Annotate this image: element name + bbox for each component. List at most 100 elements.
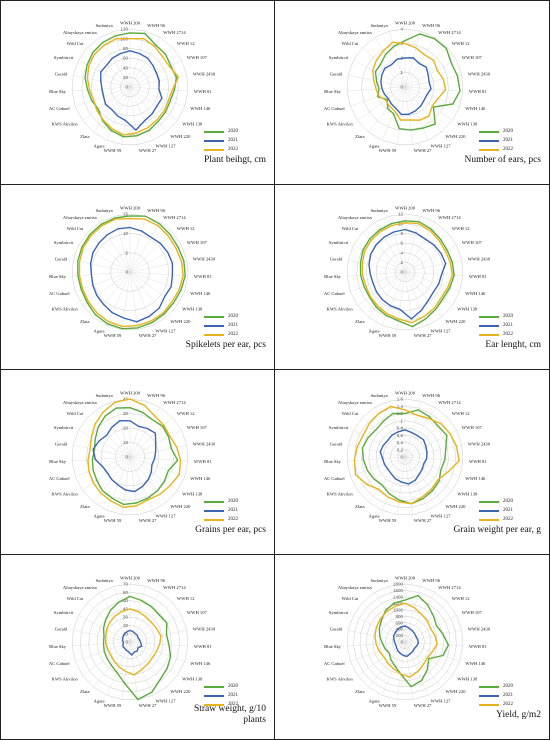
spoke [129,271,139,330]
variety-label: WWH 27 [414,703,432,708]
spoke [347,456,406,462]
spoke [129,37,161,88]
spoke [114,31,131,88]
spoke [353,245,406,273]
variety-label: Sudaniya [371,208,388,213]
tick-label: 1.6 [397,397,404,402]
spoke [374,222,406,273]
variety-label: Blue Sky [324,644,342,649]
series-line-2020 [84,32,178,138]
tick-label: 40 [123,65,129,70]
legend-item: 2022 [204,330,238,339]
variety-label: WWH 138 [457,122,478,127]
variety-label: AC Gabuel [49,476,71,481]
series-line-2022 [361,222,454,324]
spoke [73,445,131,458]
legend-item: 2020 [479,497,513,506]
spoke [129,245,182,273]
variety-label: Gerald [330,257,343,262]
spoke [368,271,406,318]
variety-label: WWH 12 [452,226,470,231]
grid-ring [71,398,189,515]
variety-label: WWH 146 [465,291,486,296]
variety-label: WWH 2430 [193,442,216,447]
spoke [129,86,185,107]
variety-label: WWH 138 [457,307,478,312]
variety-label: WWH 200 [120,21,141,26]
tick-label: 40 [123,397,129,402]
variety-label: WWH 200 [395,206,416,211]
legend-item: 2020 [204,312,238,321]
spoke [404,602,448,643]
series-line-2020 [378,594,450,688]
variety-label: Wild Cat [342,596,359,601]
variety-label: WWH 200 [120,391,141,396]
variety-label: WWH 220 [445,689,466,694]
spoke [106,86,131,141]
spoke [99,222,131,273]
legend-item: 2021 [204,691,238,700]
variety-label: Gerald [55,72,68,77]
legend-item: 2021 [479,136,513,145]
variety-label: WWH 12 [177,411,195,416]
spoke [129,417,173,458]
variety-label: Gerald [330,72,343,77]
variety-label: WWH 107 [187,240,208,245]
spoke [350,456,406,477]
spoke [404,641,429,696]
variety-label: WWH 200 [120,206,141,211]
spoke [114,401,131,458]
variety-label: Agata [369,328,380,333]
variety-label: WWH 81 [194,459,212,464]
series-line-2022 [87,398,182,509]
variety-label: WWH 146 [190,106,211,111]
grid-ring [379,615,431,668]
variety-label: AC Gabuel [324,106,346,111]
legend-label: 2022 [503,147,513,152]
spoke [396,86,406,145]
variety-label: WWH 127 [156,143,177,148]
tick-label: 15 [123,212,129,217]
spoke [129,456,185,477]
variety-label: WWH 81 [194,644,212,649]
variety-label: Sudaniya [96,23,113,28]
tick-label: 120 [120,27,128,32]
chart-panel: 0 200 400 600 800 1000 1200 1400 1600 1800 WWH 200… [275,555,550,740]
spoke [404,271,414,330]
legend-swatch [479,333,499,336]
variety-label: Sudaniya [371,393,388,398]
variety-label: WWH 200 [395,576,416,581]
variety-label: WWH 12 [452,41,470,46]
spoke [82,641,131,676]
legend-swatch [479,694,499,697]
variety-label: WWH 27 [139,703,157,708]
spoke [374,407,406,458]
variety-label: WWH 81 [469,644,487,649]
series-line-2022 [374,602,438,678]
variety-label: Zlata [355,134,364,139]
legend-label: 2021 [503,508,513,513]
spoke [404,31,421,88]
legend-label: 2022 [228,702,238,707]
variety-label: WWH 200 [395,391,416,396]
tick-label: 1 [400,70,403,75]
tick-label: 60 [123,590,129,595]
spoke [389,586,406,643]
spoke [368,641,406,688]
variety-label: WWH 220 [445,319,466,324]
variety-label: AC Gabuel [324,476,346,481]
variety-label: Agata [94,513,105,518]
tick-label: 4 [400,27,403,32]
spoke [129,260,187,273]
spoke [129,271,167,318]
tick-label: 1400 [393,594,404,599]
spoke [73,75,131,88]
legend-item: 2022 [479,515,513,524]
tick-label: 30 [123,411,129,416]
variety-label: KWS Akvilon [52,492,79,497]
variety-label: WWH 96 [147,23,165,28]
legend: 2020 2021 2022 [479,682,513,709]
grid-ring [353,590,457,694]
